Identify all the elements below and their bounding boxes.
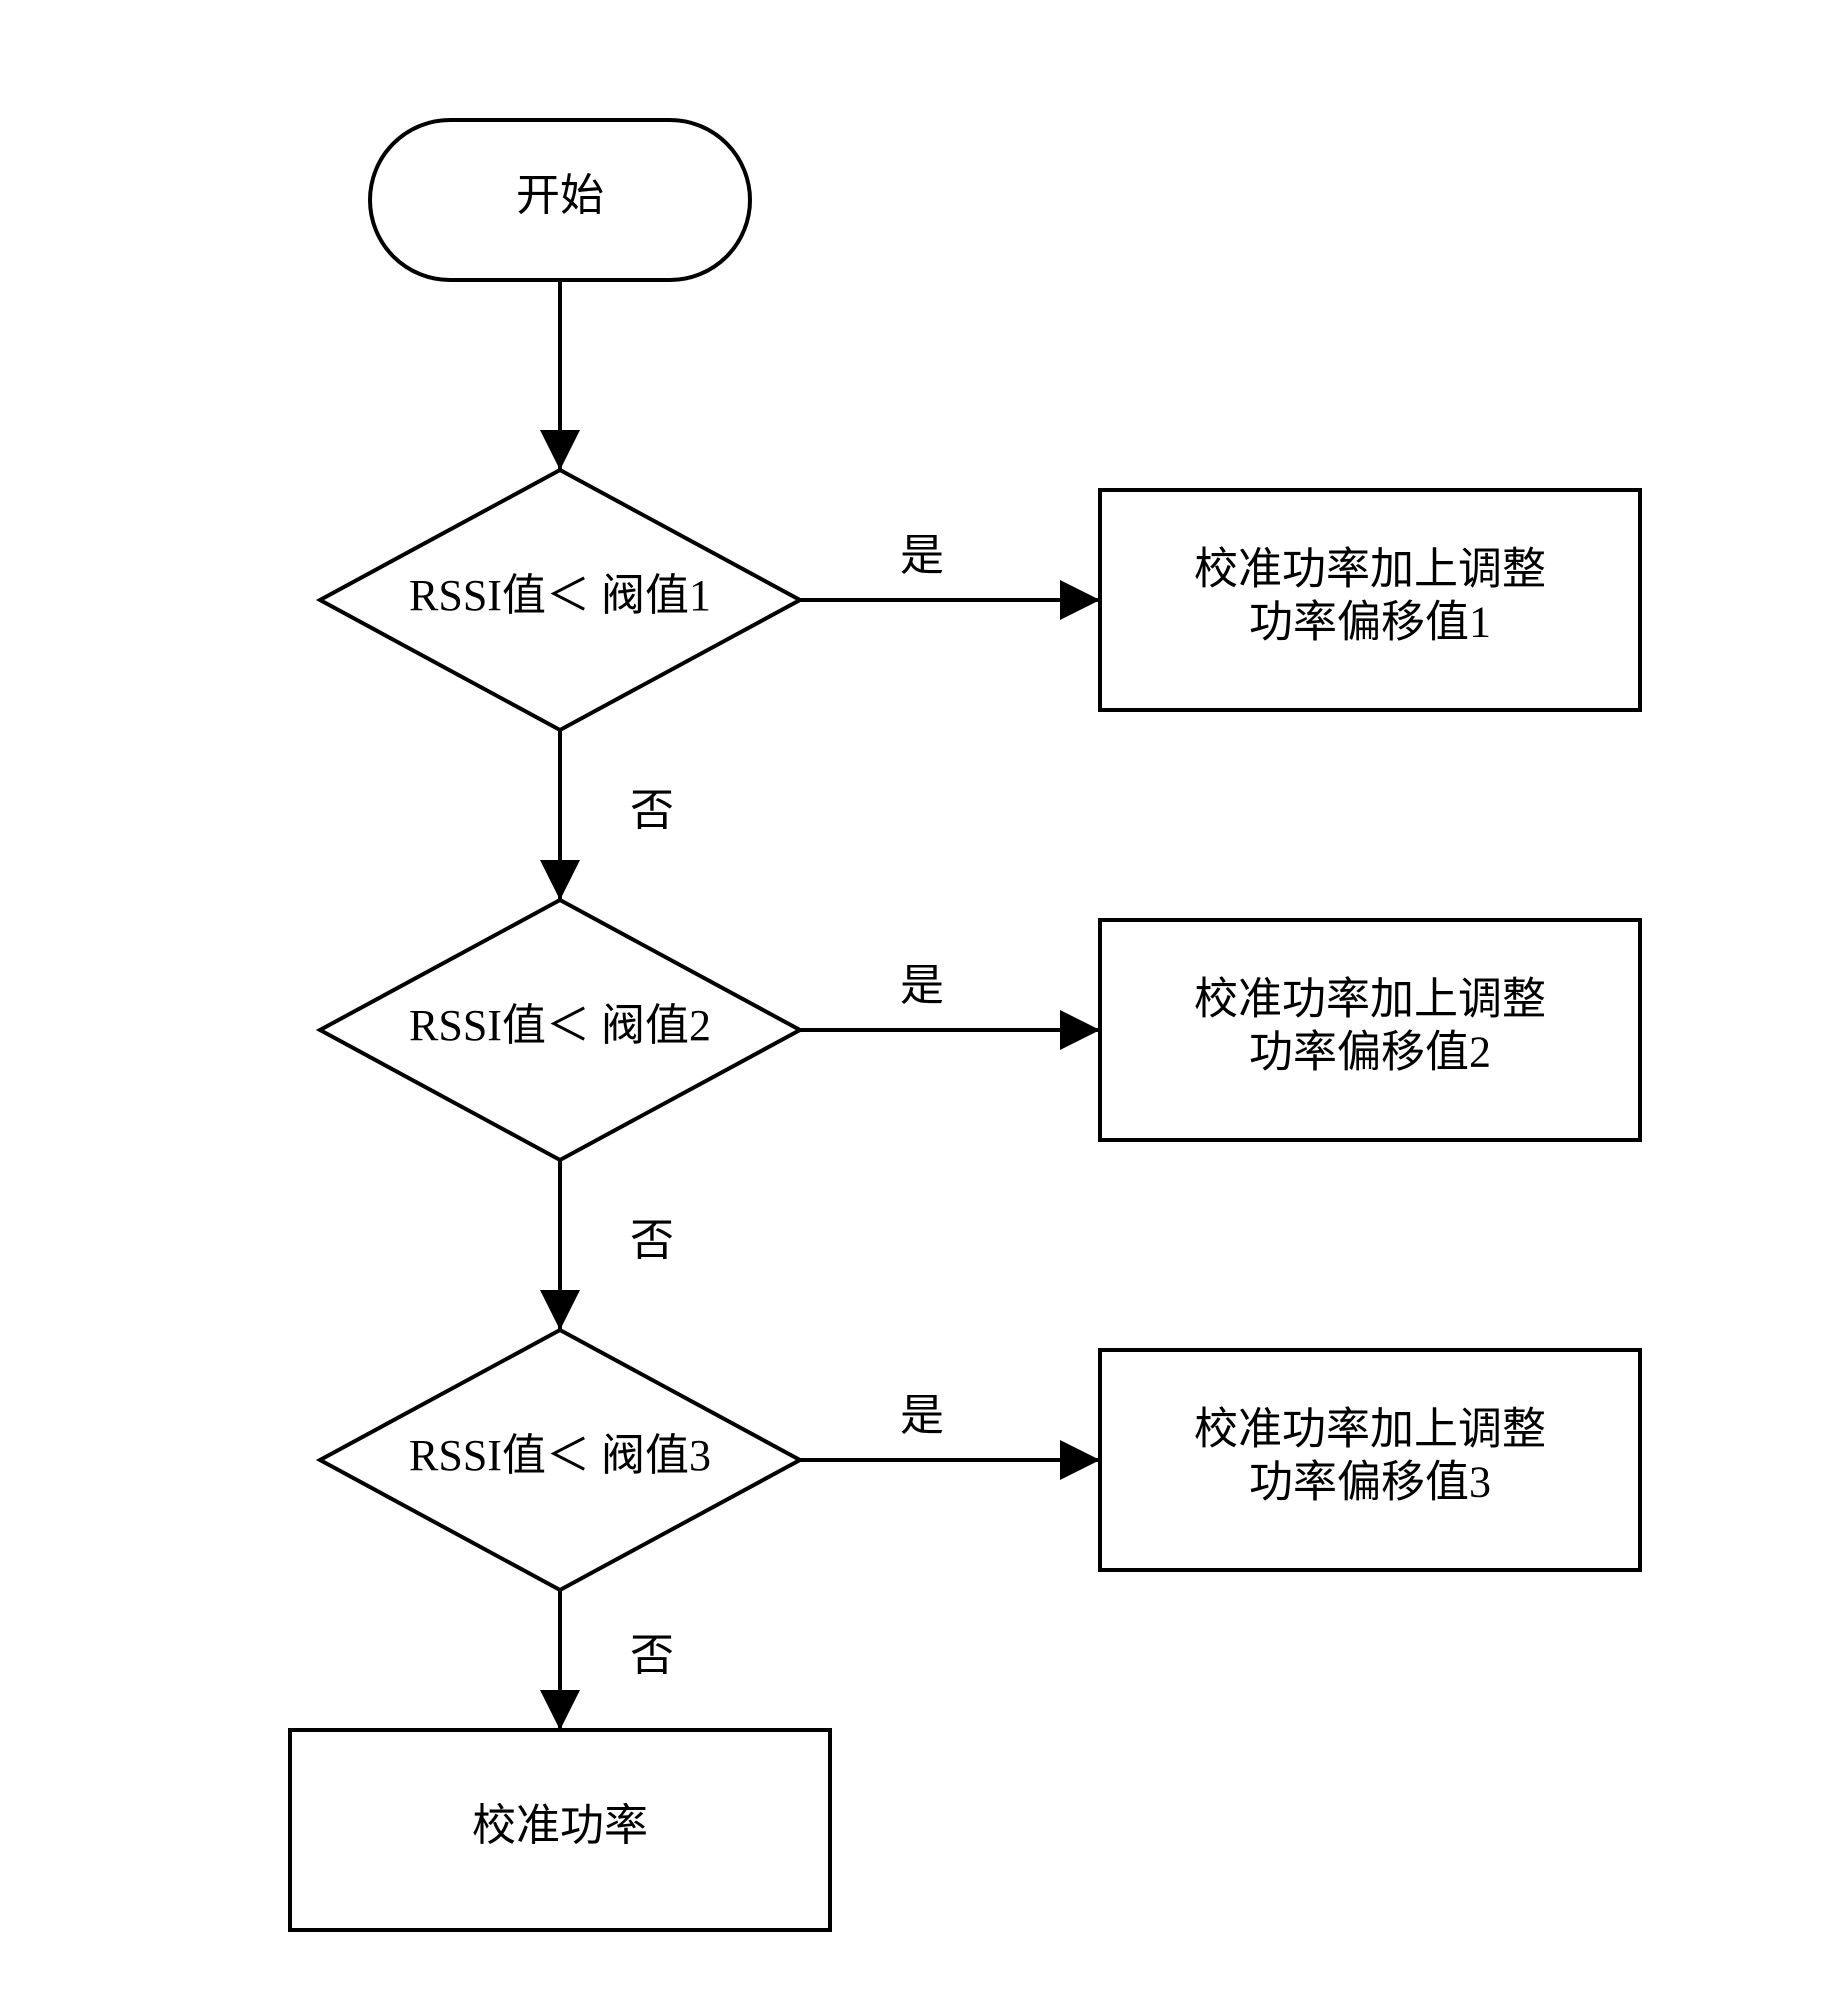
edge-label-d2-d3: 否 — [630, 1216, 674, 1265]
node-p1-label-2: 功率偏移值1 — [1249, 597, 1491, 646]
node-d1-label: RSSI值＜ 阀值1 — [409, 571, 711, 620]
node-p3: 校准功率加上调整功率偏移值3 — [1100, 1350, 1640, 1570]
node-p3-label-1: 校准功率加上调整 — [1194, 1405, 1546, 1454]
node-pFinal: 校准功率 — [290, 1730, 830, 1930]
edge-label-d1-d2: 否 — [630, 786, 674, 835]
node-d3-label: RSSI值＜ 阀值3 — [409, 1431, 711, 1480]
node-pFinal-label: 校准功率 — [472, 1801, 648, 1850]
node-start: 开始 — [370, 120, 750, 280]
node-start-label: 开始 — [516, 171, 604, 220]
node-p2: 校准功率加上调整功率偏移值2 — [1100, 920, 1640, 1140]
node-p1: 校准功率加上调整功率偏移值1 — [1100, 490, 1640, 710]
node-p2-label-2: 功率偏移值2 — [1249, 1027, 1491, 1076]
node-d3: RSSI值＜ 阀值3 — [320, 1330, 800, 1590]
edge-label-d3-p3: 是 — [900, 1391, 944, 1440]
node-p2-label-1: 校准功率加上调整 — [1194, 975, 1546, 1024]
edge-label-d1-p1: 是 — [900, 531, 944, 580]
node-d2-label: RSSI值＜ 阀值2 — [409, 1001, 711, 1050]
edge-label-d2-p2: 是 — [900, 961, 944, 1010]
node-d1: RSSI值＜ 阀值1 — [320, 470, 800, 730]
node-p3-label-2: 功率偏移值3 — [1249, 1457, 1491, 1506]
node-d2: RSSI值＜ 阀值2 — [320, 900, 800, 1160]
node-p1-label-1: 校准功率加上调整 — [1194, 545, 1546, 594]
edge-label-d3-pFinal: 否 — [630, 1631, 674, 1680]
flowchart-canvas: 是否是否是否开始RSSI值＜ 阀值1RSSI值＜ 阀值2RSSI值＜ 阀值3校准… — [0, 0, 1832, 2004]
